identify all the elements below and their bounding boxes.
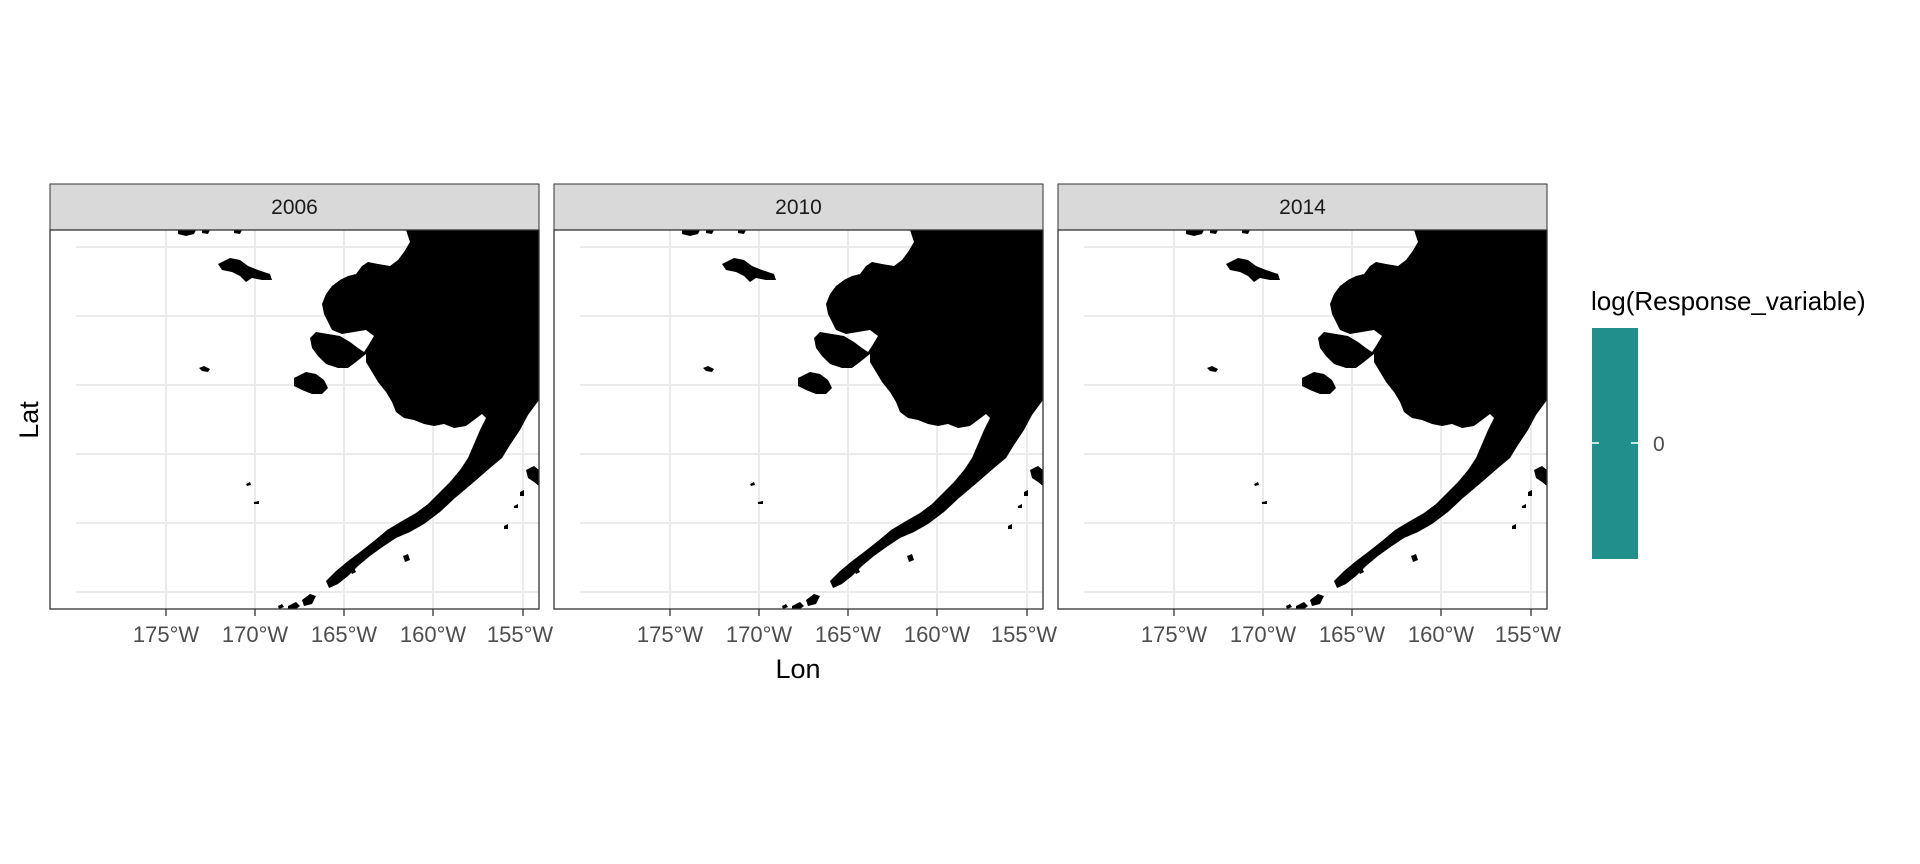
x-tick-label: 160°W	[1408, 622, 1475, 647]
facet-strip	[1057, 183, 1548, 231]
panel-border	[49, 229, 540, 610]
legend-colorbar	[1592, 328, 1638, 559]
facet-label: 2014	[1279, 196, 1326, 219]
x-tick-label: 160°W	[400, 622, 467, 647]
facet-panel-2: 2010	[553, 183, 1058, 647]
x-ticks	[165, 609, 524, 616]
x-tick-label: 170°W	[222, 622, 289, 647]
x-tick-label: 175°W	[133, 622, 200, 647]
facet-label: 2010	[775, 196, 822, 219]
x-tick-label: 155°W	[487, 622, 554, 647]
facet-panel-1: 2006	[49, 183, 554, 647]
x-tick-label: 175°W	[637, 622, 704, 647]
panel-border	[1057, 229, 1548, 610]
facet-panel-3: 2014	[1057, 183, 1562, 647]
x-tick-label: 170°W	[726, 622, 793, 647]
x-tick-label: 175°W	[1141, 622, 1208, 647]
x-ticks	[669, 609, 1028, 616]
x-tick-label: 155°W	[1495, 622, 1562, 647]
facet-label: 2006	[271, 196, 318, 219]
x-tick-label: 165°W	[815, 622, 882, 647]
y-axis-title: Lat	[14, 401, 44, 439]
legend-label: 0	[1653, 433, 1665, 456]
x-tick-label: 155°W	[991, 622, 1058, 647]
legend-title: log(Response_variable)	[1591, 286, 1866, 316]
x-tick-label: 165°W	[1319, 622, 1386, 647]
x-ticks	[1173, 609, 1532, 616]
x-tick-label: 170°W	[1230, 622, 1297, 647]
facet-strip	[49, 183, 540, 231]
x-tick-label: 165°W	[311, 622, 378, 647]
panel-border	[553, 229, 1044, 610]
x-tick-label: 160°W	[904, 622, 971, 647]
legend: log(Response_variable) 0	[1591, 286, 1866, 559]
x-axis-title: Lon	[775, 654, 820, 684]
